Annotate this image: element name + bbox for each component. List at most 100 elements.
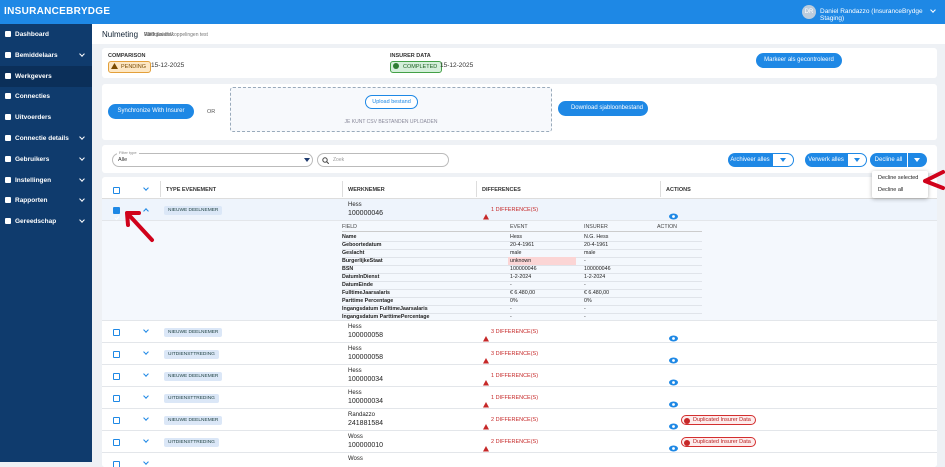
differences[interactable]: 2 DIFFERENCE(S) [491,417,539,423]
employee-name[interactable]: Woss [348,456,363,462]
difference-highlight [508,257,576,265]
row-checkbox[interactable] [113,439,120,446]
expand-chevron[interactable] [143,393,149,399]
sidebar-item[interactable]: Instellingen [0,170,92,191]
differences[interactable]: 3 DIFFERENCE(S) [491,329,539,335]
sidebar-item[interactable]: Werkgevers [0,65,92,87]
column-divider [660,181,661,197]
detail-column-header: EVENT [510,224,528,230]
column-divider [160,181,161,197]
logo[interactable]: INSURANCEBRYDGE [4,6,111,17]
column-header: ACTIONS [666,187,691,193]
decline-all-button[interactable]: Decline all [870,153,907,167]
insurer-date: 15-12-2025 [440,62,474,69]
top-bar: INSURANCEBRYDGE DR Daniel Randazzo (Insu… [0,0,945,24]
detail-value: 0% [584,298,592,304]
event-type-tag: NIEUWE DEELNEMER [164,416,223,425]
filter-value: Alle [118,157,128,163]
employee-id: 100000058 [348,354,384,361]
differences[interactable]: 1 DIFFERENCE(S) [491,373,539,379]
sync-button[interactable]: Synchronize With Insurer [108,104,194,119]
row-checkbox[interactable] [113,329,120,336]
process-all-button[interactable]: Verwerk alles [805,153,847,167]
difference-icon [483,373,489,391]
event-type-tag: UITDIENSTTREDING [164,438,219,447]
employee-name[interactable]: Hess [348,368,362,374]
difference-icon-svg [483,446,489,452]
table-row: NIEUWE DEELNEMER Hess 100000034 1 DIFFERENC… [102,365,937,387]
expand-chevron[interactable] [143,415,149,421]
decline-menu-item[interactable]: Decline all [878,187,904,193]
breadcrumb-item[interactable]: Railforce B.V. [144,32,175,38]
detail-field: Parttime Percentage [342,298,394,304]
expand-chevron[interactable] [143,349,149,355]
search-box[interactable]: Zoek [317,153,449,167]
sidebar-icon [5,197,11,204]
archive-dropdown[interactable] [772,153,794,167]
detail-field: DatumInDienst [342,274,380,280]
select-all-checkbox[interactable] [113,187,120,194]
row-checkbox[interactable] [113,207,120,221]
column-divider [476,181,477,197]
employee-id: 100000034 [348,376,384,383]
filter-select[interactable]: Filter type Alle [112,150,313,167]
differences[interactable]: 1 DIFFERENCE(S) [491,207,539,213]
difference-icon [483,395,489,413]
detail-field: BSN [342,266,354,272]
user-menu[interactable]: Daniel Randazzo (InsuranceBrydge Staging… [820,8,923,22]
archive-all-button[interactable]: Archiveer alles [728,153,772,167]
expand-chevron[interactable] [143,371,149,377]
differences[interactable]: 3 DIFFERENCE(S) [491,351,539,357]
download-button[interactable]: Download sjabloonbestand [558,101,648,116]
detail-field: FulltimeJaarsalaris [342,290,390,296]
decline-dropdown[interactable] [908,153,927,167]
employee-name[interactable]: Hess [348,324,362,330]
decline-menu-item[interactable]: Decline selected [878,175,919,181]
page-header: Nulmeting Werkgevers > VDO Salariskoppelin… [92,24,945,44]
completed-badge: COMPLETED [390,61,443,73]
sidebar-item[interactable]: Dashboard [0,24,92,45]
employee-name[interactable]: Woss [348,434,363,440]
sidebar-item[interactable]: Connectie details [0,128,92,149]
detail-field: Ingangsdatum FulltimeJaarsalaris [342,306,428,312]
detail-column-header: INSURER [584,224,608,230]
upload-button[interactable]: Upload bestand [365,95,418,109]
difference-icon-svg [483,358,489,364]
sidebar-item[interactable]: Gebruikers [0,149,92,170]
expand-chevron[interactable] [143,208,149,214]
view-icon [669,417,678,435]
expand-chevron[interactable] [143,459,149,465]
sidebar-item[interactable]: Uitvoerders [0,107,92,128]
differences[interactable]: 1 DIFFERENCE(S) [491,395,539,401]
employee-name[interactable]: Hess [348,202,362,208]
expand-chevron[interactable] [143,327,149,333]
breadcrumb-item[interactable]: Werkgevers [144,32,171,38]
expand-chevron[interactable] [143,437,149,443]
mark-checked-button[interactable]: Markeer als gecontroleerd [756,53,842,68]
sidebar-item[interactable]: Connecties [0,86,92,107]
sidebar-icon [5,114,11,121]
dropdown-arrow [854,158,860,162]
employee-name[interactable]: Randazzo [348,412,376,418]
employee-name[interactable]: Hess [348,346,362,352]
sidebar-item[interactable]: Rapporten [0,190,92,211]
employee-name[interactable]: Hess [348,390,362,396]
expand-all[interactable] [143,185,149,191]
detail-value: - [584,258,586,264]
dropzone[interactable]: Upload bestand JE KUNT CSV BESTANDEN UPL… [230,87,552,132]
sidebar-item[interactable]: Bemiddelaars [0,45,92,66]
pending-text: PENDING [121,64,147,70]
avatar[interactable]: DR [802,5,816,19]
view-icon [669,439,678,457]
row-checkbox[interactable] [113,395,120,402]
breadcrumb-item[interactable]: VDO Salariskoppelingen test [144,32,208,38]
differences[interactable]: 2 DIFFERENCE(S) [491,439,539,445]
sidebar-item[interactable]: Gereedschap [0,211,92,232]
detail-row-divider [342,273,702,274]
process-dropdown[interactable] [847,153,867,167]
row-checkbox[interactable] [113,373,120,380]
row-checkbox[interactable] [113,351,120,358]
row-checkbox[interactable] [113,417,120,424]
detail-value: 20-4-1961 [584,242,609,248]
table-row: NIEUWE DEELNEMER Hess 100000046 1 DIFFERENC… [102,199,937,221]
